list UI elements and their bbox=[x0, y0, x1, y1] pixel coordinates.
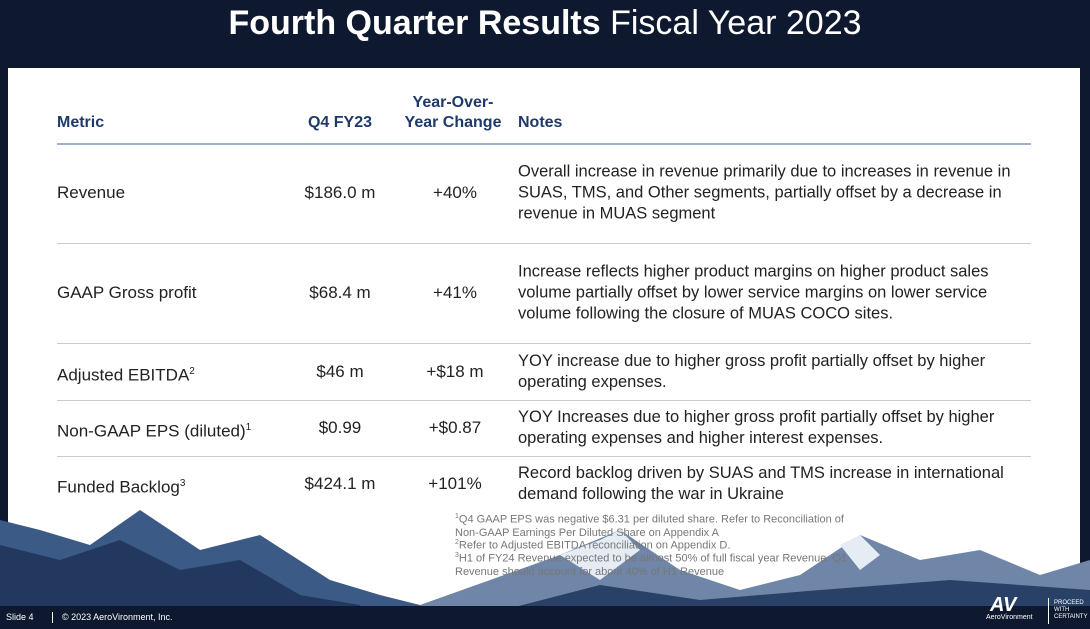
footnote: 1Q4 GAAP EPS was negative $6.31 per dilu… bbox=[455, 510, 855, 540]
divider bbox=[52, 612, 53, 623]
title: Fourth Quarter Results Fiscal Year 2023 bbox=[0, 4, 1090, 43]
q4-value: $46 m bbox=[316, 361, 364, 381]
logo-name: AeroVironment bbox=[986, 614, 1033, 621]
notes: YOY Increases due to higher gross profit… bbox=[518, 408, 995, 447]
footnote-text: H1 of FY24 Revenue expected to be almost… bbox=[455, 552, 848, 578]
footnote-text: Q4 GAAP EPS was negative $6.31 per dilut… bbox=[455, 513, 844, 539]
metric-name: Revenue bbox=[57, 183, 126, 202]
mountains bbox=[0, 510, 1090, 629]
notes: Increase reflects higher product margins… bbox=[518, 262, 989, 323]
header-rule bbox=[57, 143, 1031, 145]
notes: YOY increase due to higher gross profit … bbox=[518, 351, 986, 391]
metric: Revenue bbox=[57, 182, 125, 204]
metric-name: Non-GAAP EPS (diluted) bbox=[57, 421, 246, 441]
row-rule bbox=[57, 343, 1031, 344]
footnote: 2Refer to Adjusted EBITDA reconciliation… bbox=[455, 536, 855, 553]
metric-name: Funded Backlog bbox=[57, 477, 180, 497]
metric: GAAP Gross profit bbox=[57, 282, 197, 304]
row-rule bbox=[57, 243, 1031, 244]
metric: Funded Backlog3 bbox=[57, 473, 185, 499]
footnote-number: 1 bbox=[455, 513, 459, 520]
column-header: Year-Over-Year Change bbox=[404, 94, 502, 131]
yoy-change: +$18 m bbox=[426, 361, 484, 381]
footnote: 3H1 of FY24 Revenue expected to be almos… bbox=[455, 549, 855, 579]
row-rule bbox=[57, 400, 1031, 401]
logo-divider bbox=[1048, 598, 1049, 624]
q4-value: $0.99 bbox=[318, 418, 362, 437]
yoy-change: +40% bbox=[433, 183, 477, 202]
slide-number: Slide 4 bbox=[6, 612, 34, 622]
q4-value: $424.1 m bbox=[304, 474, 376, 493]
tagline: PROCEED WITH CERTAINTY bbox=[1054, 600, 1088, 620]
superscript: 3 bbox=[179, 478, 186, 489]
q4-value: $186.0 m bbox=[304, 183, 376, 202]
notes: Overall increase in revenue primarily du… bbox=[518, 162, 1011, 223]
column-header: Metric bbox=[57, 114, 105, 131]
q4-value: $68.4 m bbox=[309, 283, 371, 302]
footnote-number: 2 bbox=[455, 539, 459, 546]
notes: Record backlog driven by SUAS and TMS in… bbox=[518, 464, 1004, 503]
metric-name: GAAP Gross profit bbox=[57, 283, 197, 302]
yoy-change: +41% bbox=[433, 283, 477, 302]
footnote-number: 3 bbox=[455, 552, 459, 559]
title-bold: Fourth Quarter Results bbox=[228, 4, 601, 42]
column-header: Q4 FY23 bbox=[307, 114, 373, 131]
column-header: Notes bbox=[518, 114, 563, 131]
content-panel bbox=[8, 68, 1080, 608]
title-rest: Fiscal Year 2023 bbox=[610, 4, 862, 42]
metric: Adjusted EBITDA2 bbox=[57, 361, 195, 387]
yoy-change: +$0.87 bbox=[428, 418, 482, 437]
metric: Non-GAAP EPS (diluted)1 bbox=[57, 417, 251, 443]
yoy-change: +101% bbox=[428, 474, 482, 493]
metric-name: Adjusted EBITDA bbox=[57, 365, 190, 385]
superscript: 2 bbox=[189, 365, 195, 377]
superscript: 1 bbox=[245, 422, 252, 433]
row-rule bbox=[57, 456, 1031, 457]
footnote-text: Refer to Adjusted EBITDA reconciliation … bbox=[458, 539, 731, 552]
logo: AV bbox=[990, 594, 1017, 616]
copyright: © 2023 AeroVironment, Inc. bbox=[62, 612, 173, 622]
